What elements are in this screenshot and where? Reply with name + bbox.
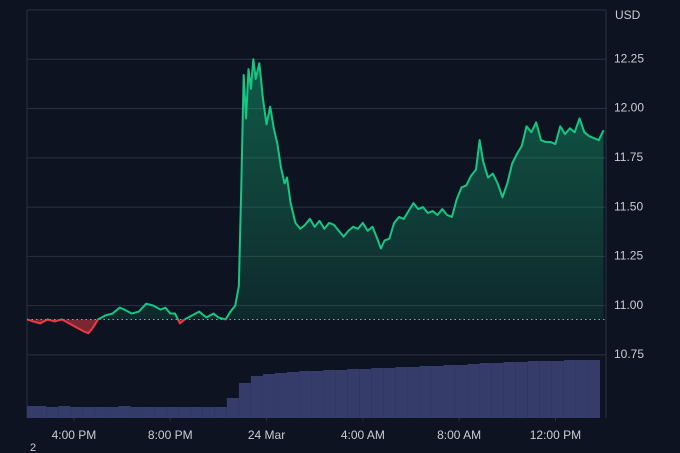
volume-bar <box>311 371 324 418</box>
volume-bar <box>563 360 576 418</box>
volume-bar <box>503 362 516 418</box>
x-tick-label: 24 Mar <box>248 428 285 442</box>
y-tick-label: 11.75 <box>614 150 643 164</box>
y-tick-label: 12.25 <box>614 51 644 65</box>
volume-bar <box>94 407 107 418</box>
volume-bar <box>214 407 227 418</box>
volume-bar <box>515 362 528 418</box>
volume-bar <box>551 361 564 418</box>
volume-bar <box>82 407 95 418</box>
volume-bar <box>130 407 143 418</box>
volume-bar <box>371 368 384 418</box>
volume-bar <box>383 368 396 418</box>
volume-bar <box>443 365 456 418</box>
volume-bar <box>527 361 540 418</box>
y-tick-label: 12.00 <box>614 101 644 115</box>
volume-bar <box>262 374 275 418</box>
y-unit: USD <box>615 8 641 22</box>
volume-bar <box>274 373 288 418</box>
volume-bar <box>142 407 155 418</box>
volume-bar <box>118 406 131 418</box>
volume-bar <box>491 363 504 418</box>
volume-bar <box>395 367 408 418</box>
x-tick-label: 8:00 AM <box>437 428 481 442</box>
volume-bar <box>106 407 119 418</box>
y-tick-label: 11.00 <box>614 298 643 312</box>
x-tick-label: 4:00 AM <box>341 428 385 442</box>
corner-mark: 2 <box>30 442 36 453</box>
volume-bar <box>287 372 300 418</box>
volume-bar <box>238 383 251 418</box>
volume-bar <box>539 361 552 418</box>
volume-bar <box>587 360 600 418</box>
volume-bar <box>335 370 348 418</box>
price-area <box>27 59 604 334</box>
volume-bar <box>575 360 588 418</box>
x-tick-label: 4:00 PM <box>52 428 97 442</box>
volume-bar <box>419 366 432 418</box>
volume-bar <box>407 367 420 418</box>
y-tick-label: 11.50 <box>614 199 643 213</box>
price-line <box>26 58 605 335</box>
volume-bar <box>70 407 83 418</box>
x-tick-label: 12:00 PM <box>530 428 581 442</box>
volume-bar <box>431 366 444 418</box>
volume-bar <box>190 407 203 418</box>
volume-bar <box>323 370 336 418</box>
volume-bar <box>226 398 239 418</box>
volume-bar <box>299 371 312 418</box>
volume-bar <box>467 364 480 418</box>
volume-bar <box>347 369 360 418</box>
volume-bar <box>250 376 263 418</box>
volume-bar <box>359 369 372 418</box>
volume-bar <box>166 407 179 418</box>
x-tick-label: 8:00 PM <box>148 428 193 442</box>
y-tick-label: 11.25 <box>614 249 643 263</box>
volume-bar <box>46 407 59 418</box>
volume-bar <box>202 407 215 418</box>
y-tick-label: 10.75 <box>614 347 644 361</box>
volume-bar <box>178 407 191 418</box>
volume-bar <box>154 407 167 418</box>
volume-bar <box>479 363 492 418</box>
volume-bar <box>34 406 47 418</box>
volume-bar <box>455 365 468 418</box>
volume-bar <box>58 406 71 418</box>
